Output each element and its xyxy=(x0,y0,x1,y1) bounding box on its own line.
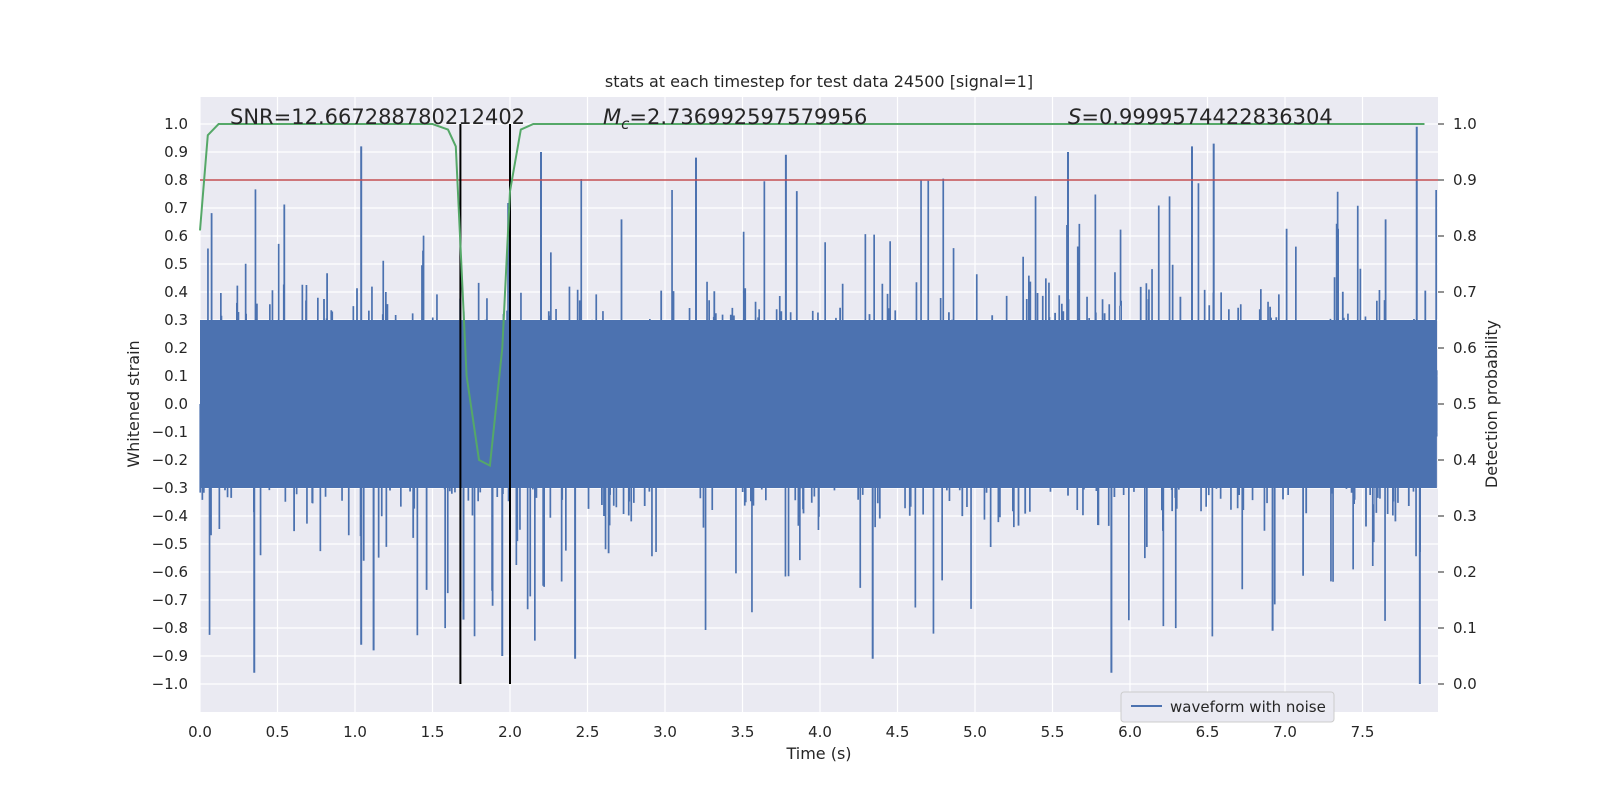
snr-annotation: SNR=12.667288780212402 xyxy=(230,105,525,129)
x-tick-label: 0.0 xyxy=(188,723,212,741)
y-tick-label-right: 0.5 xyxy=(1453,395,1477,413)
x-tick-labels: 0.0 0.5 1.0 1.5 2.0 2.5 3.0 3.5 4.0 4.5 5.0 5.5 6.0 6… xyxy=(188,723,1374,741)
legend: waveform with noise xyxy=(1120,691,1335,723)
y-tick-labels-right: 1.0 0.9 0.8 0.7 0.6 0.5 0.4 0.3 0.2 0.1 0.0 xyxy=(1438,115,1477,693)
y-tick-label-left: −1.0 xyxy=(152,675,188,693)
x-tick-label: 5.5 xyxy=(1041,723,1065,741)
x-tick-label: 3.5 xyxy=(731,723,755,741)
y-tick-label-left: −0.4 xyxy=(152,507,188,525)
y-tick-label-right: 0.7 xyxy=(1453,283,1477,301)
y-tick-label-left: 0.9 xyxy=(164,143,188,161)
y-tick-label-left: −0.2 xyxy=(152,451,188,469)
y-tick-label-left: 0.7 xyxy=(164,199,188,217)
x-tick-label: 6.0 xyxy=(1118,723,1142,741)
y-tick-label-left: 0.3 xyxy=(164,311,188,329)
x-tick-label: 6.5 xyxy=(1196,723,1220,741)
s-value: =0.9999574422836304 xyxy=(1081,105,1332,129)
probability-layer xyxy=(199,123,1425,468)
y-tick-label-left: −0.9 xyxy=(152,647,188,665)
chirp-mass-value: =2.736992597579956 xyxy=(629,105,867,129)
x-tick-label: 4.5 xyxy=(886,723,910,741)
s-annotation: S=0.9999574422836304 xyxy=(1068,105,1333,129)
x-tick-label: 1.5 xyxy=(421,723,445,741)
y-axis-label: Whitened strain xyxy=(124,340,143,467)
x-axis-label: Time (s) xyxy=(785,744,851,763)
probability-line xyxy=(199,123,1425,468)
chirp-mass-symbol: M xyxy=(603,105,621,129)
x-tick-label: 5.0 xyxy=(963,723,987,741)
y-tick-label-left: 0.2 xyxy=(164,339,188,357)
x-tick-label: 2.0 xyxy=(498,723,522,741)
chirp-mass-annotation: Mc=2.736992597579956 xyxy=(603,105,867,133)
vertical-lines xyxy=(459,124,511,684)
y-tick-label-left: 0.6 xyxy=(164,227,188,245)
y-tick-label-left: 1.0 xyxy=(164,115,188,133)
y-tick-label-left: −0.6 xyxy=(152,563,188,581)
y-tick-label-right: 0.8 xyxy=(1453,227,1477,245)
y-tick-label-left: −0.7 xyxy=(152,591,188,609)
legend-box xyxy=(1120,691,1335,723)
legend-label: waveform with noise xyxy=(1170,698,1326,716)
chirp-mass-subscript: c xyxy=(621,115,630,133)
y-tick-label-left: 0.0 xyxy=(164,395,188,413)
x-tick-label: 7.0 xyxy=(1273,723,1297,741)
x-tick-label: 1.0 xyxy=(343,723,367,741)
y-tick-label-left: −0.1 xyxy=(152,423,188,441)
chart-title: stats at each timestep for test data 245… xyxy=(605,72,1033,91)
y-tick-label-left: −0.3 xyxy=(152,479,188,497)
y-tick-label-right: 1.0 xyxy=(1453,115,1477,133)
waveform-band xyxy=(200,320,1437,488)
y-tick-label-right: 0.0 xyxy=(1453,675,1477,693)
x-tick-label: 4.0 xyxy=(808,723,832,741)
y-tick-label-right: 0.9 xyxy=(1453,171,1477,189)
y-tick-label-right: 0.6 xyxy=(1453,339,1477,357)
y-tick-label-left: −0.5 xyxy=(152,535,188,553)
x-tick-label: 7.5 xyxy=(1351,723,1375,741)
y-tick-label-left: 0.1 xyxy=(164,367,188,385)
x-tick-label: 3.0 xyxy=(653,723,677,741)
x-tick-label: 2.5 xyxy=(576,723,600,741)
x-tick-label: 0.5 xyxy=(266,723,290,741)
y-tick-label-left: 0.5 xyxy=(164,255,188,273)
y-tick-label-right: 0.4 xyxy=(1453,451,1477,469)
y-tick-label-left: 0.8 xyxy=(164,171,188,189)
y-tick-label-right: 0.1 xyxy=(1453,619,1477,637)
waveform-series xyxy=(199,126,1438,684)
y-tick-label-right: 0.3 xyxy=(1453,507,1477,525)
y-tick-label-right: 0.2 xyxy=(1453,563,1477,581)
s-symbol: S xyxy=(1068,105,1081,129)
y-tick-label-left: 0.4 xyxy=(164,283,188,301)
y-axis-label-right: Detection probability xyxy=(1482,320,1501,488)
y-tick-labels-left: 1.0 0.9 0.8 0.7 0.6 0.5 0.4 0.3 0.2 0.1 0.0 −0.1 −0.… xyxy=(152,115,188,693)
y-tick-label-left: −0.8 xyxy=(152,619,188,637)
